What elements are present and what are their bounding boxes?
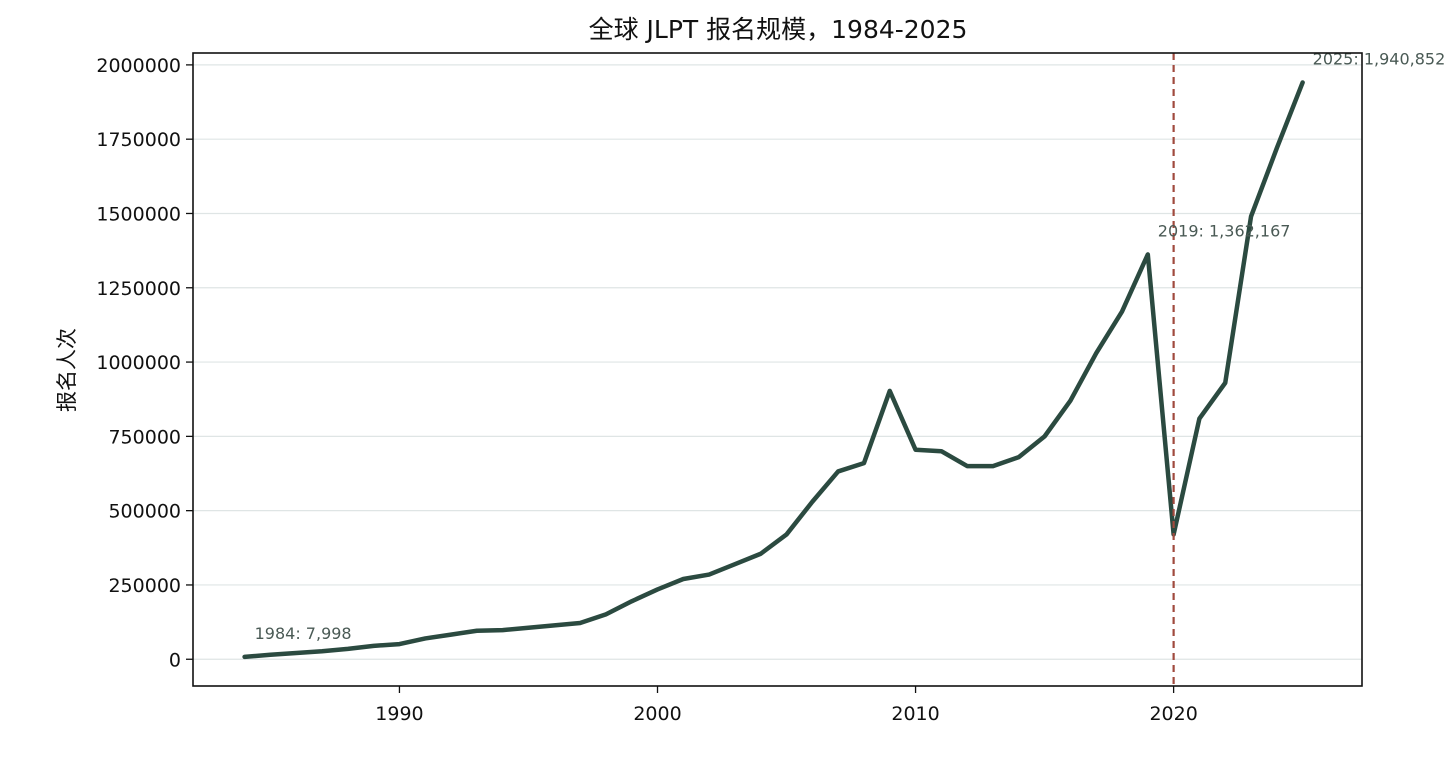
series-layer [242, 80, 1305, 660]
y-tick-label: 1000000 [96, 352, 181, 374]
y-tick-label: 1750000 [96, 129, 181, 151]
y-tick-label: 0 [169, 649, 181, 671]
y-tick-label: 500000 [108, 501, 181, 523]
chart-title: 全球 JLPT 报名规模，1984-2025 [589, 15, 968, 44]
plot-frame [192, 52, 1363, 687]
y-axis-label: 报名人次 [55, 328, 79, 412]
annotation-layer: 1984: 7,998 2019: 1,362,167 2025: 1,940,85… [255, 49, 1446, 642]
annotation-label: 1984: 7,998 [255, 624, 352, 643]
y-tick-label: 2000000 [96, 55, 181, 77]
y-tick-label: 750000 [108, 426, 181, 448]
annotation-label: 2019: 1,362,167 [1158, 221, 1291, 240]
y-tick-label: 1500000 [96, 203, 181, 225]
grid-layer [193, 64, 1362, 660]
series-line [242, 80, 1305, 660]
x-tick-label: 2000 [633, 703, 681, 725]
axes-layer: 0 250000 500000 750000 1000000 1250000 1500000… [96, 55, 1197, 725]
x-tick-label: 1990 [375, 703, 423, 725]
x-tick-label: 2010 [891, 703, 939, 725]
y-tick-label: 250000 [108, 575, 181, 597]
y-tick-label: 1250000 [96, 278, 181, 300]
x-tick-label: 2020 [1149, 703, 1197, 725]
annotation-label: 2025: 1,940,852 [1313, 49, 1446, 68]
